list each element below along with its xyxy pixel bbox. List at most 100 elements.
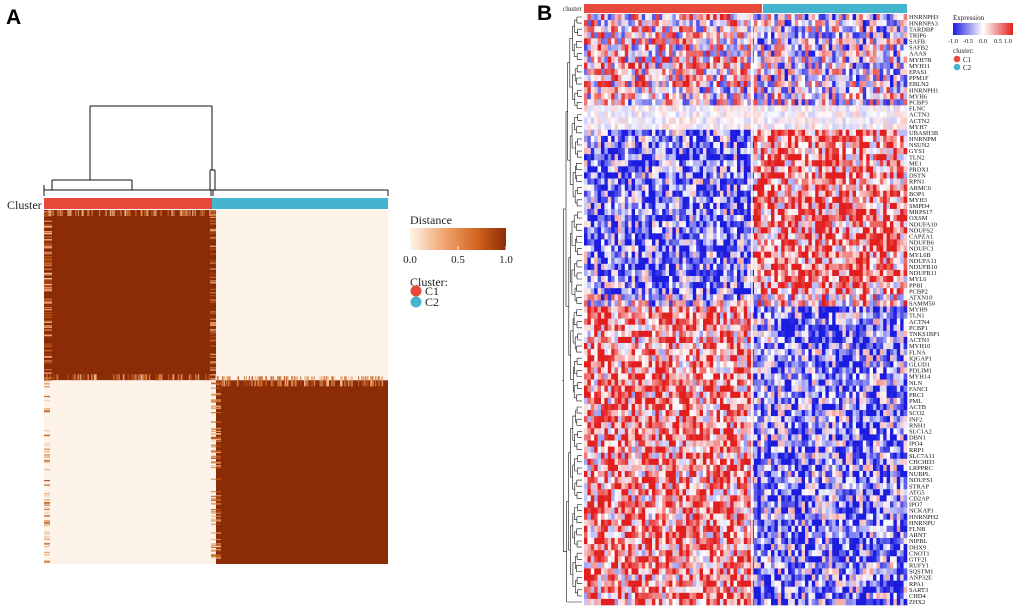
heatmap-cell	[883, 251, 887, 259]
heatmap-cell	[760, 208, 765, 216]
matrix-noise	[210, 230, 216, 232]
matrix-noise	[136, 374, 138, 381]
heatmap-cell	[862, 245, 867, 252]
heatmap-cell	[845, 282, 850, 289]
heatmap-cell	[801, 160, 806, 167]
heatmap-cell	[869, 275, 874, 283]
heatmap-cell	[665, 269, 670, 277]
heatmap-cell	[607, 148, 612, 155]
heatmap-cell	[679, 93, 683, 100]
heatmap-cell	[723, 50, 728, 57]
dendrogram-branch	[576, 492, 582, 499]
heatmap-cell	[760, 166, 765, 173]
heatmap-cell	[805, 38, 809, 45]
heatmap-cell	[675, 233, 680, 240]
heatmap-cell	[849, 50, 853, 57]
matrix-noise	[210, 323, 216, 326]
heatmap-cell	[869, 129, 874, 137]
heatmap-cell	[624, 135, 629, 143]
heatmap-cell	[774, 14, 779, 21]
heatmap-cell	[743, 117, 748, 124]
heatmap-cell	[611, 74, 615, 82]
matrix-noise	[210, 361, 216, 363]
heatmap-cell	[873, 239, 877, 246]
heatmap-cell	[808, 141, 813, 149]
heatmap-cell	[584, 32, 588, 39]
heatmap-cell	[699, 215, 704, 222]
heatmap-cell	[771, 105, 775, 112]
heatmap-cell	[709, 178, 714, 185]
heatmap-cell	[903, 141, 908, 149]
heatmap-cell	[587, 87, 592, 94]
heatmap-cell	[689, 87, 694, 94]
heatmap-cell	[713, 282, 717, 289]
heatmap-cell	[811, 154, 816, 161]
heatmap-cell	[832, 62, 836, 70]
heatmap-cell	[794, 129, 799, 137]
heatmap-cell	[760, 99, 765, 106]
heatmap-cell	[689, 154, 694, 161]
heatmap-cell	[811, 239, 816, 246]
heatmap-cell	[682, 190, 687, 198]
heatmap-cell	[890, 269, 894, 277]
heatmap-cell	[801, 26, 806, 33]
heatmap-cell	[815, 269, 819, 277]
matrix-noise	[217, 376, 219, 387]
heatmap-cell	[798, 166, 802, 173]
heatmap-cell	[794, 245, 799, 252]
heatmap-cell	[635, 105, 639, 112]
matrix-noise	[190, 374, 192, 381]
heatmap-cell	[757, 202, 762, 210]
heatmap-cell	[842, 148, 847, 155]
heatmap-cell	[781, 263, 785, 271]
heatmap-cell	[686, 154, 690, 161]
heatmap-cell	[873, 215, 877, 222]
heatmap-cell	[900, 135, 904, 143]
heatmap-cell	[896, 93, 901, 100]
matrix-noise	[381, 376, 384, 387]
heatmap-cell	[832, 32, 836, 39]
heatmap-cell	[791, 245, 796, 252]
heatmap-cell	[726, 44, 731, 51]
heatmap-cell	[611, 263, 615, 271]
heatmap-cell	[658, 111, 663, 118]
heatmap-cell	[890, 14, 894, 21]
heatmap-cell	[628, 99, 632, 106]
heatmap-cell	[584, 111, 588, 118]
heatmap-cell	[852, 99, 857, 106]
matrix-noise	[211, 438, 221, 440]
heatmap-cell	[584, 275, 588, 283]
heatmap-cell	[675, 148, 680, 155]
heatmap-cell	[706, 62, 711, 70]
heatmap-cell	[808, 263, 813, 271]
heatmap-cell	[845, 32, 850, 39]
heatmap-cell	[692, 233, 697, 240]
heatmap-cell	[767, 105, 772, 112]
heatmap-cell	[669, 269, 673, 277]
matrix-noise	[44, 255, 52, 258]
heatmap-cell	[706, 257, 711, 265]
heatmap-cell	[777, 38, 782, 45]
heatmap-cell	[883, 245, 887, 252]
heatmap-cell	[760, 135, 765, 143]
heatmap-cell	[883, 81, 887, 88]
heatmap-cell	[859, 227, 864, 234]
heatmap-cell	[835, 26, 840, 33]
matrix-noise	[211, 550, 221, 552]
heatmap-cell	[777, 32, 782, 39]
matrix-noise	[44, 377, 52, 379]
heatmap-cell	[662, 154, 666, 161]
heatmap-cell	[893, 148, 898, 155]
heatmap-cell	[624, 269, 629, 277]
heatmap-cell	[587, 160, 592, 167]
heatmap-cell	[849, 233, 853, 240]
heatmap-cell	[662, 87, 666, 94]
heatmap-cell	[883, 275, 887, 283]
heatmap-cell	[621, 74, 626, 82]
dendrogram-branch	[51, 179, 133, 190]
heatmap-cell	[893, 178, 898, 185]
dendrogram-branch	[576, 199, 582, 207]
heatmap-cell	[618, 202, 622, 210]
heatmap-cell	[876, 111, 881, 118]
heatmap-cell	[883, 99, 887, 106]
